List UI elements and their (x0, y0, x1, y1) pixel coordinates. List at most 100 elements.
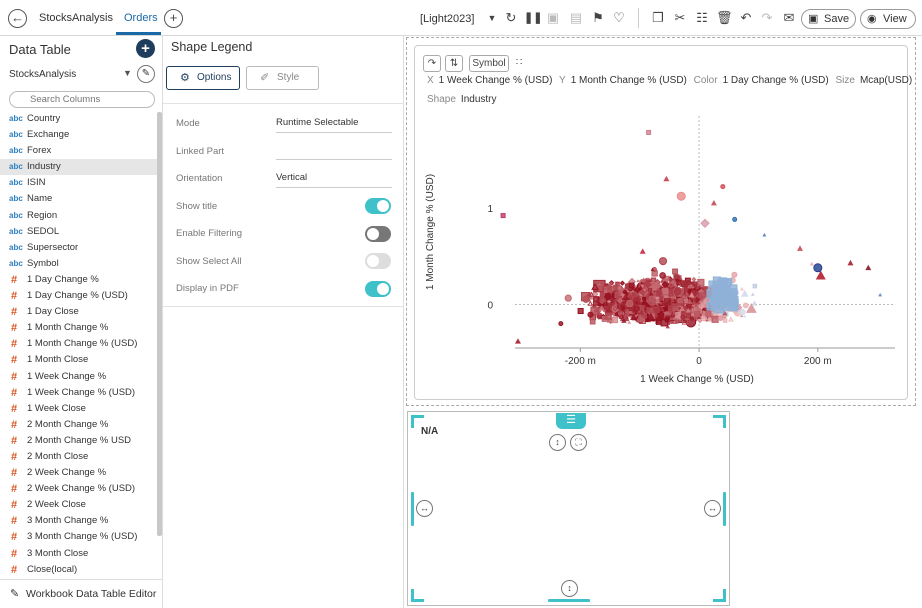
style-tab[interactable]: ✐ Style (246, 66, 319, 90)
list-item-label: Name (27, 193, 53, 205)
list-item[interactable]: abc SEDOL (0, 224, 157, 240)
duplicate-icon[interactable]: ❐ (652, 10, 664, 25)
empty-part-container[interactable]: N/A ☰ ↕ ⛶ ↔ ↔ ↕ (407, 411, 730, 606)
mode-select[interactable]: Runtime Selectable (276, 117, 392, 133)
data-point (668, 282, 674, 288)
resize-edge-left[interactable] (411, 492, 414, 526)
data-point (728, 284, 738, 294)
save-button[interactable]: ▣ Save (801, 9, 856, 29)
sort-icon[interactable]: ⇅ (445, 55, 463, 72)
workbook-data-table-editor-button[interactable]: ✎ Workbook Data Table Editor (0, 579, 163, 608)
scatter-icon[interactable]: ∷ (515, 57, 523, 68)
tab-stocksanalysis[interactable]: StocksAnalysis (39, 12, 113, 24)
resize-horizontal-icon[interactable]: ↔ (416, 500, 433, 517)
list-item[interactable]: #1 Month Change % (USD) (0, 336, 157, 352)
list-item[interactable]: #3 Month Close (0, 546, 157, 562)
list-item[interactable]: #2 Week Close (0, 497, 157, 513)
edit-data-source-button[interactable]: ✎ (137, 65, 155, 83)
bookmark-icon[interactable]: ⚑ (592, 10, 604, 25)
resize-corner-top-left[interactable] (411, 415, 424, 428)
data-point (672, 268, 678, 275)
snapshot-icon[interactable]: ▣ (546, 10, 560, 25)
resize-edge-bottom[interactable] (548, 599, 590, 602)
fullscreen-icon[interactable]: ⛶ (570, 434, 587, 451)
list-item[interactable]: abc ISIN (0, 175, 157, 191)
comment-icon[interactable]: ✉ (783, 10, 795, 25)
search-input[interactable] (9, 91, 155, 108)
list-item[interactable]: #1 Month Close (0, 352, 157, 368)
delete-icon[interactable]: 🗑 (716, 10, 733, 25)
redo-icon[interactable]: ↷ (761, 10, 773, 25)
list-item[interactable]: #3 Month Change % (0, 513, 157, 529)
text-type-icon: abc (9, 146, 23, 156)
list-item[interactable]: #1 Day Change % (USD) (0, 288, 157, 304)
scatter-part-container[interactable]: ↷ ⇅ Symbol ∷ X 1 Week Change % (USD) Y 1 M… (406, 37, 916, 406)
theme-select[interactable]: [Light2023] (420, 13, 475, 25)
resize-corner-bottom-right[interactable] (713, 589, 726, 602)
data-point (752, 283, 758, 289)
add-column-button[interactable]: + (136, 39, 155, 58)
resize-vertical-icon[interactable]: ↕ (561, 580, 578, 597)
list-item[interactable]: abc Symbol (0, 256, 157, 272)
enable-filtering-toggle[interactable] (365, 226, 391, 242)
chevron-down-icon[interactable]: ▼ (123, 68, 132, 78)
linked-part-select[interactable] (276, 144, 392, 160)
tab-orders[interactable]: Orders (124, 12, 158, 24)
data-source-select[interactable]: StocksAnalysis (9, 69, 77, 80)
undo-icon[interactable]: ↶ (740, 10, 752, 25)
cut-icon[interactable]: ✂ (674, 10, 686, 25)
list-item[interactable]: #2 Month Change % USD (0, 433, 157, 449)
y-value[interactable]: 1 Month Change % (USD) (570, 75, 687, 86)
show-title-toggle[interactable] (365, 198, 391, 214)
x-value[interactable]: 1 Week Change % (USD) (438, 75, 553, 86)
list-item[interactable]: #2 Month Close (0, 449, 157, 465)
pause-icon[interactable]: ❚❚ (524, 12, 543, 24)
refresh-icon[interactable]: ↻ (505, 10, 517, 25)
data-point (685, 307, 692, 313)
color-value[interactable]: 1 Day Change % (USD) (722, 75, 829, 86)
view-button[interactable]: ◉ View (860, 9, 916, 29)
list-item[interactable]: abc Supersector (0, 240, 157, 256)
orientation-select[interactable]: Vertical (276, 172, 392, 188)
list-item[interactable]: abc Industry (0, 159, 157, 176)
paste-icon[interactable]: ☷ (696, 10, 708, 25)
list-item[interactable]: #1 Month Change % (0, 320, 157, 336)
list-item[interactable]: abc Region (0, 208, 157, 224)
back-button[interactable]: ← (8, 9, 27, 28)
list-item[interactable]: abc Country (0, 111, 157, 127)
bell-icon[interactable]: ♡ (613, 10, 625, 25)
list-item[interactable]: #2 Week Change % (USD) (0, 481, 157, 497)
list-item[interactable]: #2 Week Change % (0, 465, 157, 481)
list-item[interactable]: abc Name (0, 191, 157, 207)
list-item[interactable]: # Close(local) (0, 562, 157, 578)
list-item[interactable]: #1 Week Change % (USD) (0, 385, 157, 401)
list-item[interactable]: #1 Week Change % (0, 369, 157, 385)
list-item[interactable]: #1 Day Change % (0, 272, 157, 288)
list-item[interactable]: #1 Week Close (0, 401, 157, 417)
display-pdf-toggle[interactable] (365, 281, 391, 297)
options-tab[interactable]: ⚙ Options (166, 66, 240, 90)
data-point (564, 294, 572, 302)
chevron-down-icon[interactable]: ▼ (487, 13, 497, 23)
resize-corner-bottom-left[interactable] (411, 589, 424, 602)
symbol-button[interactable]: Symbol (469, 55, 509, 72)
shape-value[interactable]: Industry (460, 94, 497, 105)
list-item[interactable]: #3 Month Change % (USD) (0, 529, 157, 545)
size-value[interactable]: Mcap(USD) (859, 75, 913, 86)
document-icon[interactable]: ▤ (569, 10, 583, 25)
scatter-plot[interactable]: ↷ ⇅ Symbol ∷ X 1 Week Change % (USD) Y 1 M… (414, 45, 912, 400)
swap-axes-icon[interactable]: ↷ (423, 55, 441, 72)
menu-icon[interactable]: ☰ (556, 413, 586, 429)
resize-edge-right[interactable] (723, 492, 726, 526)
add-tab-button[interactable]: + (164, 9, 183, 28)
resize-vertical-icon[interactable]: ↕ (549, 434, 566, 451)
list-item[interactable]: abc Exchange (0, 127, 157, 143)
list-item[interactable]: #2 Month Change % (0, 417, 157, 433)
plot-canvas[interactable]: -200 m 0 200 m 0 1 1 Week Change % (USD) 1 Mon… (415, 108, 909, 398)
scrollbar[interactable] (157, 112, 162, 536)
resize-corner-top-right[interactable] (713, 415, 726, 428)
resize-horizontal-icon[interactable]: ↔ (704, 500, 721, 517)
show-select-all-toggle[interactable] (365, 253, 391, 269)
list-item[interactable]: #1 Day Close (0, 304, 157, 320)
list-item[interactable]: abc Forex (0, 143, 157, 159)
